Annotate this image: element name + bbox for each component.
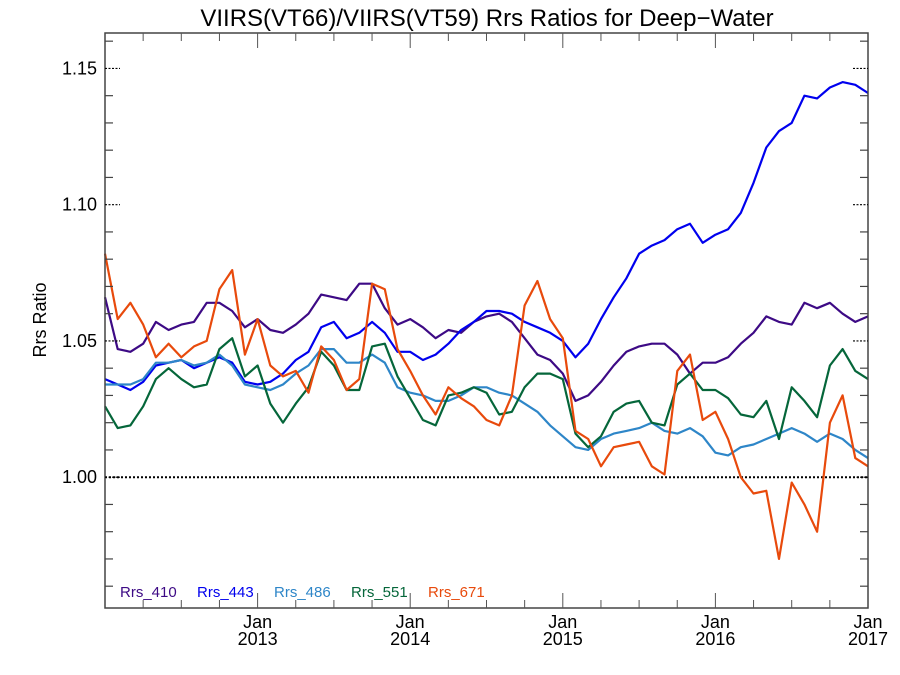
series-line-rrs-671 xyxy=(103,253,869,561)
legend-item-rrs-486: Rrs_486 xyxy=(274,584,331,601)
x-tick-label-year: 2016 xyxy=(695,629,735,649)
x-tick-label-year: 2017 xyxy=(848,629,888,649)
y-tick-label: 1.15 xyxy=(62,58,97,78)
x-tick-label-month: Jan xyxy=(853,612,882,632)
x-tick-label-month: Jan xyxy=(243,612,272,632)
x-tick-label-month: Jan xyxy=(548,612,577,632)
y-tick-label: 1.10 xyxy=(62,195,97,215)
x-tick-label-month: Jan xyxy=(396,612,425,632)
x-tick-label-month: Jan xyxy=(701,612,730,632)
x-tick-label-year: 2013 xyxy=(238,629,278,649)
axes-frame xyxy=(104,32,869,609)
series-line-rrs-551 xyxy=(104,337,869,449)
y-tick-label: 1.00 xyxy=(62,467,97,487)
x-tick-label-year: 2014 xyxy=(390,629,430,649)
x-tick-label-year: 2015 xyxy=(543,629,583,649)
y-tick-label: 1.05 xyxy=(62,331,97,351)
legend-item-rrs-410: Rrs_410 xyxy=(120,584,177,601)
legend-item-rrs-551: Rrs_551 xyxy=(351,584,408,601)
chart-title: VIIRS(VT66)/VIIRS(VT59) Rrs Ratios for D… xyxy=(200,5,773,32)
series-line-rrs-486 xyxy=(105,348,869,460)
series-line-rrs-410 xyxy=(103,282,869,402)
series-line-rrs-443 xyxy=(104,80,869,392)
y-axis-label: Rrs Ratio xyxy=(30,282,50,357)
legend-item-rrs-443: Rrs_443 xyxy=(197,584,254,601)
plot-area: 1.001.051.101.15Jan2013Jan2014Jan2015Jan… xyxy=(62,32,888,649)
legend-item-rrs-671: Rrs_671 xyxy=(428,584,485,601)
